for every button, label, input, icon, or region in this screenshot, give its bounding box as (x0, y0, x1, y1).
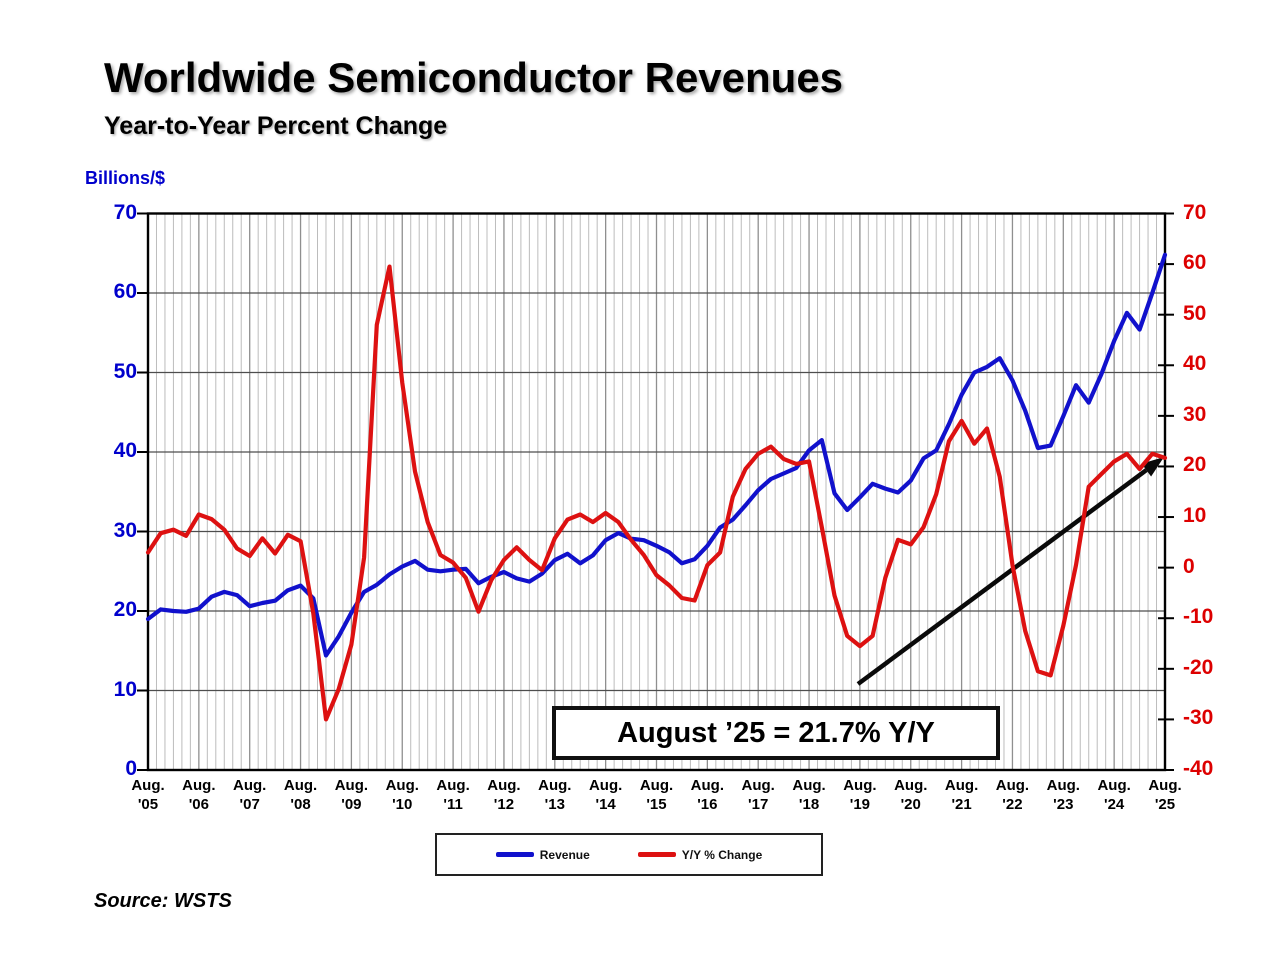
legend-label: Y/Y % Change (681, 847, 763, 862)
legend-swatch (637, 852, 676, 857)
legend-item: Y/Y % Change (637, 847, 763, 862)
x-axis-label: Aug. '14 (588, 777, 623, 813)
legend-swatch (495, 852, 534, 857)
chart-title: Worldwide Semiconductor Revenues (104, 54, 844, 101)
left-axis-label: 60 (113, 280, 137, 303)
right-axis-label: 60 (1183, 251, 1207, 275)
right-axis-label: 20 (1183, 453, 1207, 477)
left-axis-label: 20 (113, 598, 137, 621)
right-axis-label: 40 (1183, 352, 1207, 376)
legend-item: Revenue (495, 847, 590, 862)
trend-arrow-shaft (856, 468, 1148, 686)
x-axis-label: Aug. '08 (283, 777, 318, 813)
x-axis-label: Aug. '23 (1046, 777, 1080, 813)
x-axis-label: Aug. '20 (894, 777, 928, 813)
source-label: Source: WSTS (94, 890, 232, 912)
left-axis-label: 50 (113, 359, 137, 383)
x-axis-label: Aug. '13 (538, 777, 572, 813)
x-axis-label: Aug. '15 (639, 777, 674, 813)
x-axis-label: Aug. '16 (690, 777, 724, 813)
x-axis-label: Aug. '19 (843, 777, 877, 813)
right-axis-label: 30 (1183, 402, 1207, 426)
left-axis-label: 30 (113, 518, 137, 542)
x-axis-label: Aug. '22 (995, 777, 1030, 813)
chart-subtitle: Year-to-Year Percent Change (104, 112, 448, 140)
left-axis-label: 70 (113, 200, 137, 224)
right-axis-label: 10 (1183, 504, 1207, 528)
right-axis-label: -10 (1183, 605, 1214, 629)
right-axis-label: 0 (1183, 554, 1195, 578)
right-axis-label: -30 (1183, 706, 1214, 730)
x-axis-label: Aug. '11 (436, 777, 470, 813)
x-axis-label: Aug. '06 (182, 777, 216, 813)
legend: Revenue Y/Y % Change (435, 833, 823, 876)
revenue-line (145, 252, 1168, 658)
left-axis-unit-label: Billions/$ (85, 168, 166, 188)
right-axis-label: 50 (1183, 301, 1207, 325)
left-axis-label: 10 (113, 677, 137, 701)
legend-label: Revenue (539, 847, 590, 862)
x-axis-label: Aug. '24 (1097, 777, 1131, 813)
yoy-change-line (145, 264, 1168, 722)
x-axis-label: Aug. '05 (131, 777, 165, 813)
right-axis-label: -20 (1183, 655, 1214, 679)
x-axis-label: Aug. '07 (233, 777, 267, 813)
x-axis-label: Aug. '12 (487, 777, 521, 813)
x-axis-label: Aug. '17 (741, 777, 775, 813)
x-axis-label: Aug. '10 (385, 777, 419, 813)
x-axis-label: Aug. '25 (1148, 777, 1182, 813)
trend-arrow-head (1141, 457, 1164, 477)
right-axis-label: 70 (1183, 200, 1207, 224)
x-axis-label: Aug. '18 (792, 777, 826, 813)
left-axis-label: 0 (125, 757, 137, 780)
x-axis-label: Aug. '21 (944, 777, 979, 813)
annotation-box: August ’25 = 21.7% Y/Y (552, 706, 1000, 760)
x-axis-label: Aug. '09 (334, 777, 369, 813)
left-axis-label: 40 (113, 439, 137, 462)
annotation-text: August ’25 = 21.7% Y/Y (617, 716, 935, 749)
right-axis-label: -40 (1183, 757, 1214, 780)
plot-border (146, 212, 1167, 772)
